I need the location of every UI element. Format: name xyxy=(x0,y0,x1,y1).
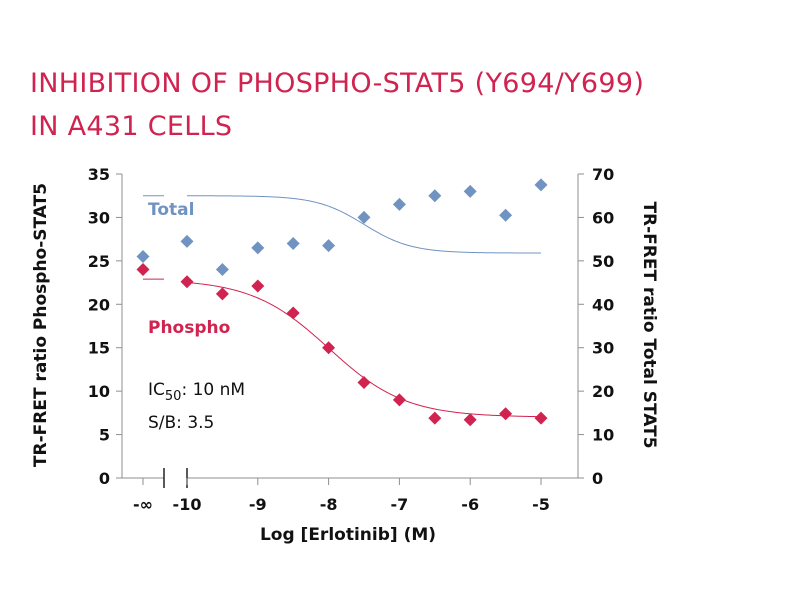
data-point-total xyxy=(251,241,265,255)
data-point-total xyxy=(392,197,406,211)
y-axis-left-label: TR-FRET ratio Phospho-STAT5 xyxy=(31,183,51,467)
data-point-phospho xyxy=(463,413,477,427)
y-right-tick-label: 60 xyxy=(592,208,614,227)
y-left-tick-label: 0 xyxy=(99,469,110,488)
y-left-tick-label: 25 xyxy=(88,252,110,271)
control-point-phospho xyxy=(136,263,150,277)
fit-curve-total xyxy=(187,195,541,254)
series-label-total: Total xyxy=(148,200,194,220)
y-right-tick-label: 30 xyxy=(592,339,614,358)
data-point-total xyxy=(534,178,548,192)
data-points xyxy=(136,178,548,427)
x-tick-label: -5 xyxy=(532,495,550,514)
data-point-phospho xyxy=(322,341,336,355)
data-point-phospho xyxy=(392,393,406,407)
x-tick-label: -7 xyxy=(391,495,409,514)
x-axis-label: Log [Erlotinib] (M) xyxy=(260,525,436,545)
data-point-phospho xyxy=(499,407,513,421)
y-left-tick-label: 35 xyxy=(88,165,110,184)
data-point-total xyxy=(463,184,477,198)
data-point-total xyxy=(180,234,194,248)
data-point-phospho xyxy=(251,279,265,293)
y-right-tick-label: 20 xyxy=(592,382,614,401)
y-right-tick-label: 50 xyxy=(592,252,614,271)
y-left-tick-label: 5 xyxy=(99,426,110,445)
y-left-tick-label: 30 xyxy=(88,208,110,227)
y-right-tick-label: 0 xyxy=(592,469,603,488)
y-right-tick-label: 10 xyxy=(592,426,614,445)
y-right-tick-label: 70 xyxy=(592,165,614,184)
data-point-total xyxy=(322,239,336,253)
chart-title: INHIBITION OF PHOSPHO-STAT5 (Y694/Y699) … xyxy=(30,62,644,148)
y-axis-right-label: TR-FRET ratio Total STAT5 xyxy=(639,201,659,448)
x-tick-label: -6 xyxy=(461,495,479,514)
data-point-phospho xyxy=(428,411,442,425)
data-point-total xyxy=(499,208,513,222)
control-point-total xyxy=(136,250,150,264)
y-left-tick-label: 20 xyxy=(88,295,110,314)
chart-title-line2: IN A431 CELLS xyxy=(30,111,233,142)
chart-title-line1: INHIBITION OF PHOSPHO-STAT5 (Y694/Y699) xyxy=(30,68,645,99)
data-point-phospho xyxy=(534,411,548,425)
x-tick-label: -10 xyxy=(173,495,202,514)
series-label-phospho: Phospho xyxy=(148,318,230,338)
data-point-total xyxy=(428,189,442,203)
data-point-total xyxy=(357,210,371,224)
x-tick-label: -∞ xyxy=(133,495,153,514)
x-tick-label: -8 xyxy=(320,495,338,514)
y-left-tick-label: 10 xyxy=(88,382,110,401)
y-right-tick-label: 40 xyxy=(592,295,614,314)
data-point-total xyxy=(215,263,229,277)
axes: 0 5 10 15 20 25 30 35 0 10 20 30 40 50 60 70 -∞ -10 -9 -8 -7… xyxy=(88,165,615,514)
x-tick-label: -9 xyxy=(249,495,267,514)
y-left-tick-label: 15 xyxy=(88,339,110,358)
data-point-phospho xyxy=(286,306,300,320)
data-point-phospho xyxy=(180,275,194,289)
data-point-phospho xyxy=(215,287,229,301)
chart-labels: Total Phospho IC50: 10 nM S/B: 3.5 Log [… xyxy=(31,183,659,545)
data-point-total xyxy=(286,236,300,250)
ic50-annotation: IC50: 10 nM xyxy=(148,380,245,404)
data-point-phospho xyxy=(357,375,371,389)
sb-annotation: S/B: 3.5 xyxy=(148,413,214,433)
